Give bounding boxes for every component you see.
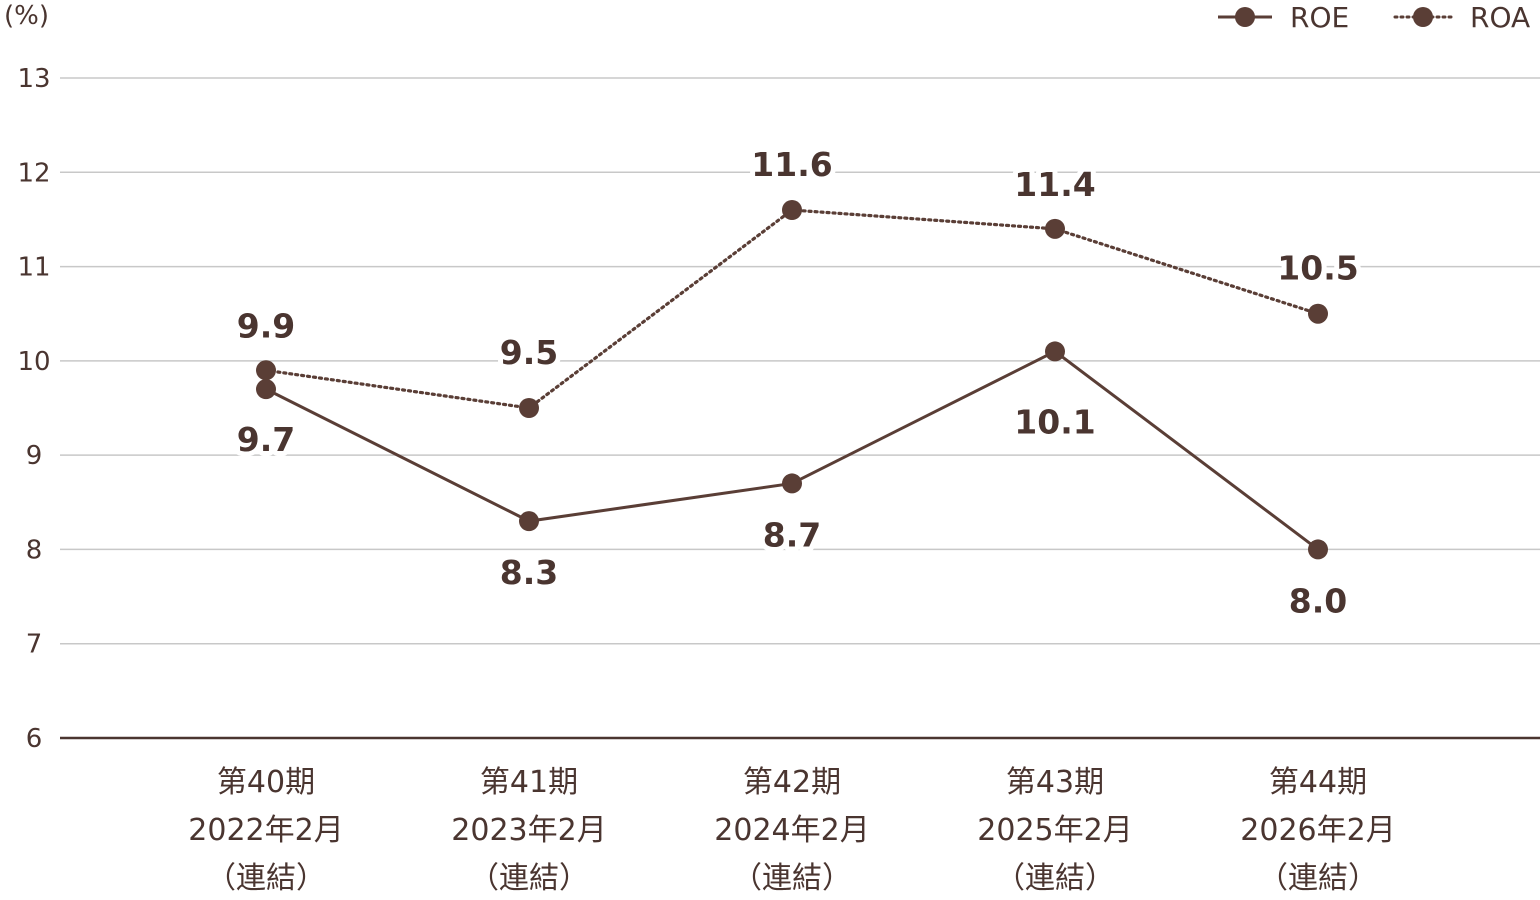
x-category-label: 2025年2月 [977,813,1132,848]
legend-marker-roa [1413,7,1433,27]
x-category-label: 第41期 [480,765,578,800]
x-category-label: 第44期 [1269,765,1367,800]
x-category-label: 2026年2月 [1240,813,1395,848]
point-roe [1308,539,1328,560]
data-label-roe: 8.7 [763,515,821,554]
y-tick-label: 11 [17,253,50,283]
data-label-roa: 9.5 [500,333,558,372]
data-label-roa: 11.6 [751,145,832,184]
point-roa [1308,303,1328,324]
point-roe [519,511,539,532]
data-label-roe: 8.0 [1289,581,1347,620]
grid-lines [60,77,1540,740]
point-roe [256,379,276,400]
x-category-label: 第43期 [1006,765,1104,800]
y-tick-label: 13 [17,64,50,94]
series-line-roa [264,208,1320,410]
x-category-label: （連結） [469,861,589,896]
legend-marker-roe [1235,7,1255,27]
x-category-label: 2022年2月 [188,813,343,848]
series-lines [264,208,1320,551]
point-roa [782,200,802,220]
y-tick-label: 12 [17,158,50,188]
legend: ROE ROA [1218,1,1530,34]
y-tick-label: 9 [26,441,43,471]
y-axis-ticks: 6 7 8 9 10 11 12 13 [17,64,50,754]
x-category-label: （連結） [732,861,852,896]
y-tick-label: 7 [26,630,43,660]
data-label-roe: 8.3 [500,553,558,592]
y-tick-label: 6 [26,724,43,754]
point-roe [1045,341,1065,362]
x-axis-labels: 第40期 2022年2月 （連結） 第41期 2023年2月 （連結） 第42期 2024年2… [188,765,1395,896]
series-points [256,200,1328,560]
x-category-label: （連結） [995,861,1115,896]
x-category-label: 第42期 [743,765,841,800]
y-unit-label: (%) [4,1,49,31]
x-category-label: 2023年2月 [451,813,606,848]
point-roa [1045,218,1065,239]
legend-label-roe: ROE [1290,1,1349,34]
point-roe [782,473,802,494]
x-category-label: 第40期 [217,765,315,800]
data-label-roe: 10.1 [1014,402,1095,441]
x-category-label: （連結） [206,861,326,896]
y-tick-label: 8 [26,535,43,565]
data-label-roa: 9.9 [237,306,295,345]
data-label-roa: 10.5 [1277,249,1358,288]
point-roa [519,398,539,418]
legend-label-roa: ROA [1470,1,1530,34]
x-category-label: 2024年2月 [714,813,869,848]
data-labels: 9.7 8.3 8.7 10.1 8.0 9.9 9.5 11.6 11.4 10.5 [232,140,1364,625]
data-label-roe: 9.7 [237,420,295,459]
data-label-roa: 11.4 [1014,165,1095,204]
point-roa [256,360,276,381]
y-tick-label: 10 [17,347,50,377]
x-category-label: （連結） [1258,861,1378,896]
